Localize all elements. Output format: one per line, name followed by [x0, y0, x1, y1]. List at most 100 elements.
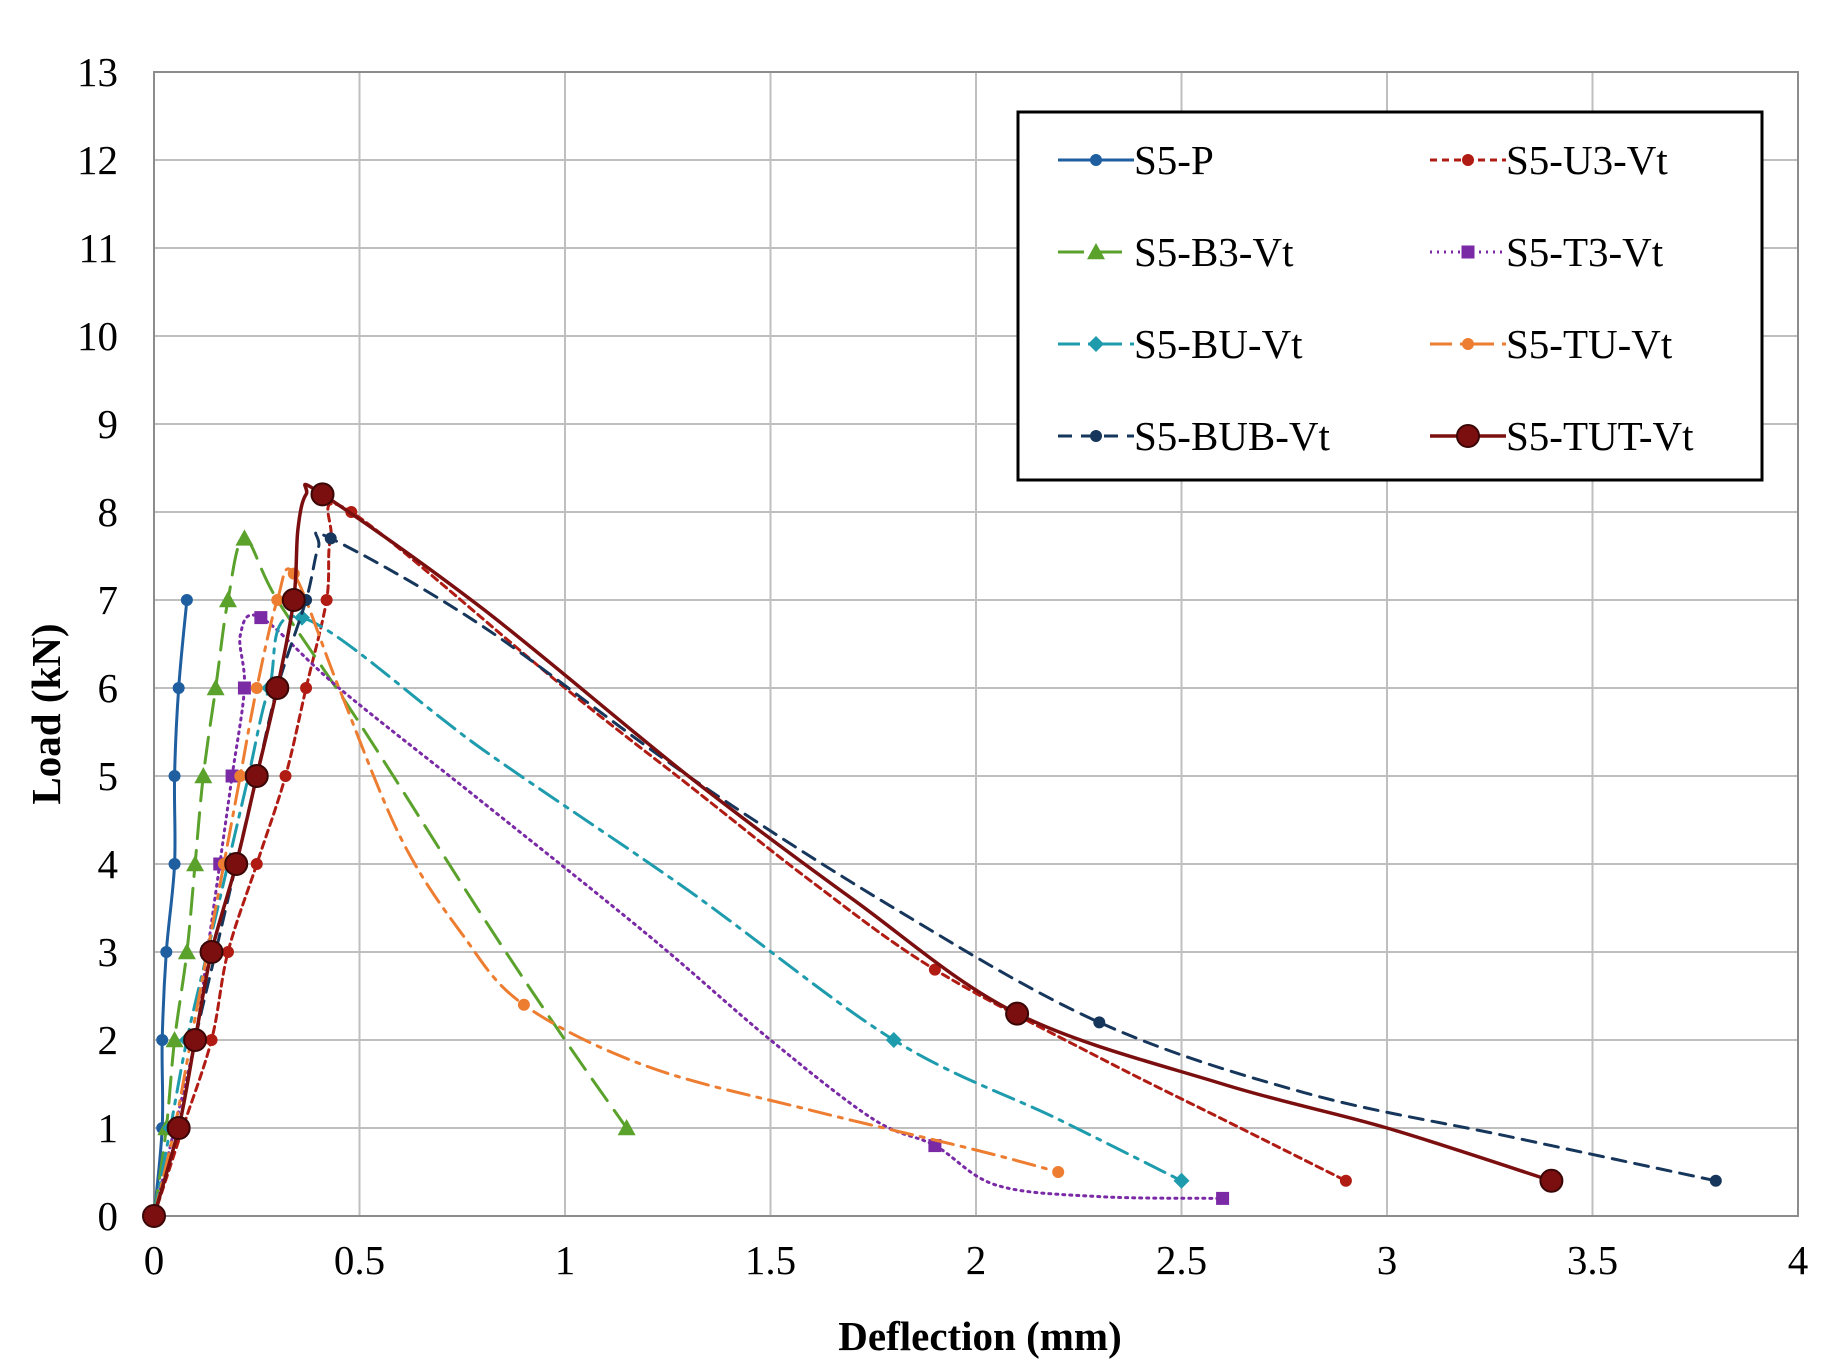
x-axis-title: Deflection (mm) — [838, 1313, 1121, 1359]
x-tick-label: 2 — [966, 1237, 987, 1283]
data-point-s5-b3-vt — [218, 591, 237, 608]
legend-item-s5-u3-vt: S5-U3-Vt — [1430, 137, 1668, 183]
data-point-s5-tut-vt — [199, 940, 224, 964]
legend-marker-s5-p — [1090, 154, 1102, 166]
x-axis-tick-labels: 0 0.5 1 1.5 2 2.5 3 3.5 4 — [144, 1237, 1809, 1283]
legend-label-s5-tut-vt: S5-TUT-Vt — [1506, 413, 1694, 459]
y-tick-label: 3 — [98, 929, 119, 975]
legend-marker-s5-u3-vt — [1462, 154, 1474, 166]
y-tick-label: 6 — [98, 665, 119, 711]
legend-label-s5-tu-vt: S5-TU-Vt — [1506, 321, 1673, 367]
data-point-s5-tut-vt — [265, 676, 290, 700]
legend-marker-s5-b3-vt — [1087, 243, 1105, 260]
series-layer — [142, 482, 1722, 1228]
y-tick-label: 10 — [77, 313, 118, 359]
x-tick-label: 0 — [144, 1237, 165, 1283]
data-point-s5-t3-vt — [254, 611, 268, 625]
x-tick-label: 2.5 — [1156, 1237, 1207, 1283]
y-tick-label: 4 — [98, 841, 119, 887]
legend-marker-s5-bu-vt — [1088, 336, 1104, 352]
x-tick-label: 4 — [1788, 1237, 1809, 1283]
legend: S5-P S5-U3-Vt S5-B3-Vt S5-T3-Vt S5-BU-Vt S5-T… — [1016, 110, 1764, 482]
data-point-s5-p — [172, 682, 185, 694]
y-tick-label: 7 — [98, 577, 119, 623]
data-point-s5-u3-vt — [221, 946, 234, 958]
data-point-s5-bub-vt — [324, 532, 337, 545]
data-point-s5-tu-vt — [234, 770, 247, 782]
data-point-s5-p — [168, 770, 181, 782]
data-point-s5-tut-vt — [244, 764, 269, 788]
data-point-s5-bu-vt — [885, 1032, 902, 1048]
legend-label-s5-u3-vt: S5-U3-Vt — [1506, 137, 1668, 183]
data-point-s5-tut-vt — [281, 588, 306, 612]
plot-area-frame — [153, 71, 1799, 1217]
legend-box — [1016, 110, 1764, 482]
series-s5-tut-vt — [142, 482, 1564, 1228]
series-line-s5-t3-vt — [152, 613, 1225, 1218]
y-tick-label: 9 — [98, 401, 119, 447]
y-tick-label: 11 — [79, 225, 118, 271]
legend-marker-s5-bub-vt — [1090, 430, 1102, 442]
data-point-s5-u3-vt — [1339, 1174, 1352, 1187]
y-tick-label: 12 — [77, 137, 118, 183]
data-point-s5-b3-vt — [617, 1119, 636, 1136]
legend-item-s5-bub-vt: S5-BUB-Vt — [1058, 413, 1331, 459]
data-point-s5-p — [156, 1034, 169, 1046]
data-point-s5-b3-vt — [177, 943, 196, 960]
data-point-s5-bu-vt — [1173, 1172, 1190, 1189]
data-point-s5-tut-vt — [1539, 1168, 1564, 1193]
series-line-s5-p — [152, 598, 189, 1218]
y-axis-title: Load (kN) — [23, 623, 69, 804]
data-point-s5-t3-vt — [237, 681, 251, 695]
legend-item-s5-tu-vt: S5-TU-Vt — [1430, 321, 1673, 367]
data-point-s5-tut-vt — [1005, 1001, 1030, 1026]
legend-item-s5-tut-vt: S5-TUT-Vt — [1430, 413, 1694, 459]
x-tick-label: 3 — [1377, 1237, 1398, 1283]
data-point-s5-u3-vt — [928, 963, 941, 976]
legend-item-s5-bu-vt: S5-BU-Vt — [1058, 321, 1303, 367]
data-point-s5-bub-vt — [1709, 1174, 1722, 1187]
legend-marker-s5-t3-vt — [1461, 245, 1475, 259]
data-point-s5-u3-vt — [279, 770, 292, 782]
data-point-s5-tut-vt — [142, 1204, 166, 1228]
y-tick-label: 13 — [77, 49, 118, 95]
x-tick-label: 1 — [555, 1237, 576, 1283]
y-tick-label: 8 — [98, 489, 119, 535]
data-point-s5-u3-vt — [320, 594, 333, 606]
data-point-s5-b3-vt — [194, 767, 213, 784]
x-tick-label: 1.5 — [745, 1237, 796, 1283]
data-point-s5-tu-vt — [271, 594, 284, 606]
data-point-s5-b3-vt — [186, 855, 205, 872]
data-point-s5-tut-vt — [166, 1116, 191, 1140]
legend-item-s5-p: S5-P — [1058, 137, 1214, 183]
data-point-s5-tu-vt — [517, 998, 530, 1011]
x-tick-label: 0.5 — [334, 1237, 385, 1283]
data-point-s5-b3-vt — [235, 529, 254, 546]
legend-item-s5-t3-vt: S5-T3-Vt — [1430, 229, 1664, 275]
legend-label-s5-t3-vt: S5-T3-Vt — [1506, 229, 1664, 275]
data-point-s5-u3-vt — [300, 682, 313, 694]
data-point-s5-tut-vt — [224, 852, 249, 876]
legend-label-s5-b3-vt: S5-B3-Vt — [1134, 229, 1294, 275]
data-point-s5-t3-vt — [1216, 1191, 1230, 1205]
legend-item-s5-b3-vt: S5-B3-Vt — [1058, 229, 1294, 275]
legend-label-s5-p: S5-P — [1134, 137, 1214, 183]
x-tick-label: 3.5 — [1567, 1237, 1618, 1283]
data-point-s5-u3-vt — [205, 1034, 218, 1046]
legend-label-s5-bu-vt: S5-BU-Vt — [1134, 321, 1303, 367]
legend-label-s5-bub-vt: S5-BUB-Vt — [1134, 413, 1331, 459]
data-point-s5-p — [180, 594, 193, 606]
legend-marker-s5-tu-vt — [1462, 338, 1474, 350]
y-tick-label: 0 — [98, 1193, 119, 1239]
data-point-s5-tu-vt — [250, 682, 263, 694]
data-point-s5-tut-vt — [183, 1028, 208, 1052]
data-point-s5-tu-vt — [1052, 1166, 1065, 1178]
data-point-s5-u3-vt — [250, 858, 263, 870]
y-tick-label: 5 — [98, 753, 119, 799]
data-point-s5-p — [168, 858, 181, 870]
data-point-s5-p — [160, 946, 173, 958]
legend-marker-s5-tut-vt — [1456, 424, 1480, 448]
data-point-s5-bub-vt — [1093, 1016, 1106, 1029]
